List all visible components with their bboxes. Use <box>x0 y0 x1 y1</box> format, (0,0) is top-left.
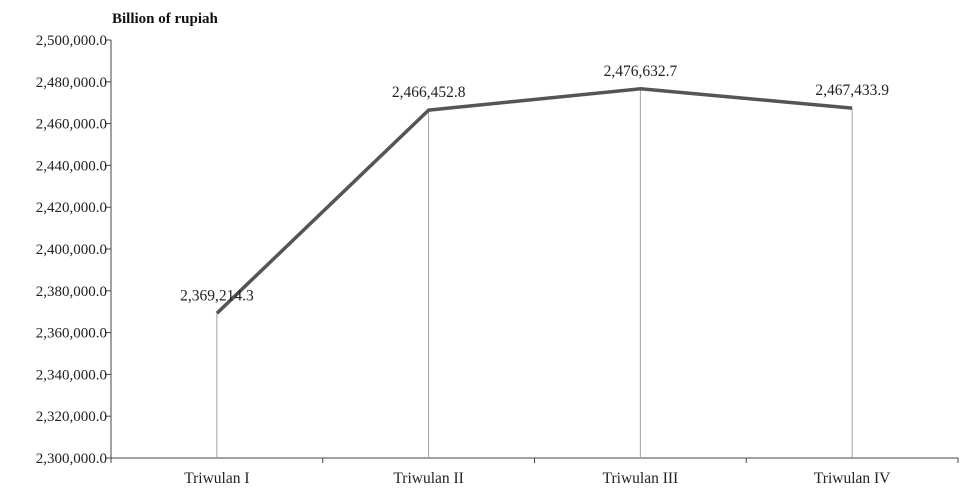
x-tick-label: Triwulan II <box>393 470 463 487</box>
data-label: 2,476,632.7 <box>604 63 678 80</box>
data-label: 2,466,452.8 <box>392 84 466 101</box>
y-tick-label: 2,320,000.0 <box>36 409 107 425</box>
y-tick-label: 2,400,000.0 <box>36 242 107 258</box>
y-tick-label: 2,420,000.0 <box>36 200 107 216</box>
y-tick-label: 2,460,000.0 <box>36 117 107 133</box>
y-tick-label: 2,340,000.0 <box>36 367 107 383</box>
x-axis: Triwulan I Triwulan II Triwulan III Triwula… <box>110 457 959 487</box>
data-labels: 2,369,214.3 2,466,452.8 2,476,632.7 2,467,4… <box>180 63 889 305</box>
x-tick-label: Triwulan IV <box>814 470 891 487</box>
y-tick-label: 2,300,000.0 <box>36 451 107 467</box>
series-line-group <box>215 87 853 315</box>
y-tick-label: 2,440,000.0 <box>36 158 107 174</box>
y-tick-label: 2,480,000.0 <box>36 75 107 91</box>
y-axis: 2,300,000.0 2,320,000.0 2,340,000.0 2,360,0… <box>36 33 112 467</box>
data-label: 2,467,433.9 <box>815 82 889 99</box>
y-tick-label: 2,380,000.0 <box>36 284 107 300</box>
data-label: 2,369,214.3 <box>180 287 254 304</box>
y-axis-unit-label: Billion of rupiah <box>112 11 219 27</box>
series-line <box>215 87 853 315</box>
drop-lines <box>216 88 853 458</box>
x-tick-label: Triwulan I <box>184 470 249 487</box>
y-tick-label: 2,500,000.0 <box>36 33 107 49</box>
x-tick-label: Triwulan III <box>603 470 679 487</box>
y-tick-label: 2,360,000.0 <box>36 326 107 342</box>
